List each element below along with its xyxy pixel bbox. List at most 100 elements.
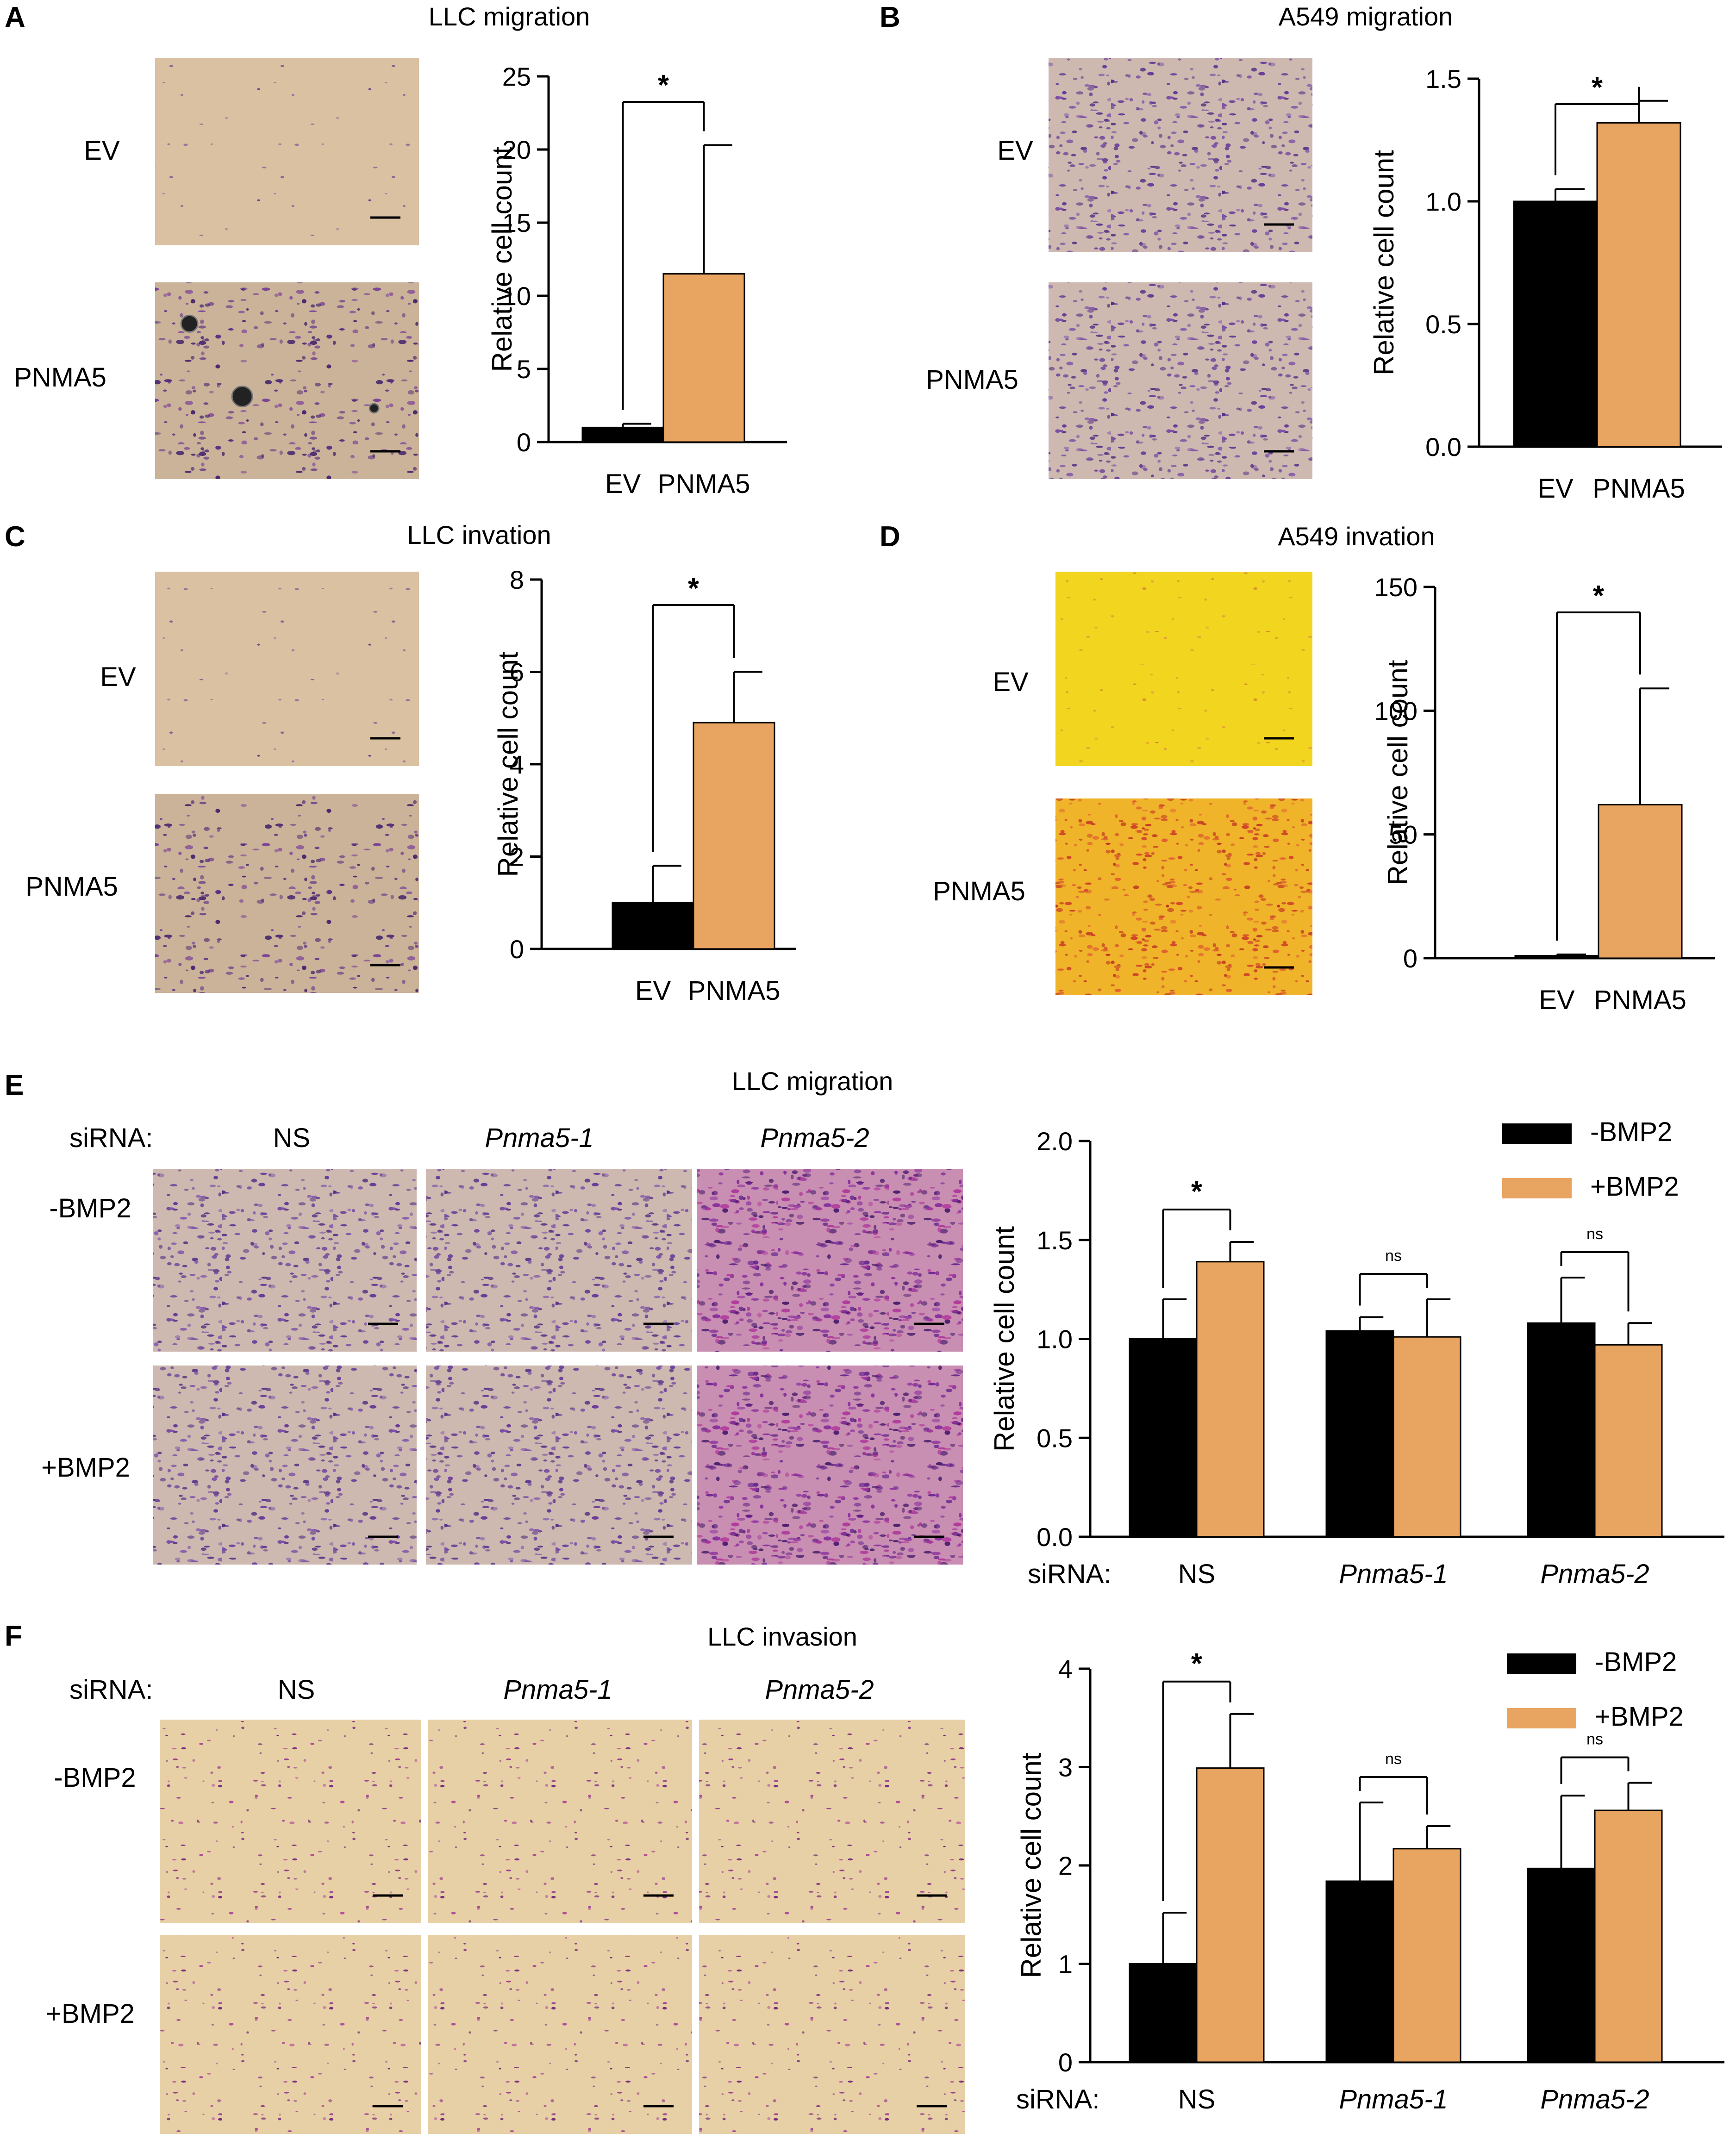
chart-B: 0.0 0.5 1.0 1.5 EV PNMA5 * Relative cell count bbox=[1368, 64, 1722, 504]
chart-E: 0.0 0.5 1.0 1.5 2.0 NS * Pnma5-1 ns Pnma5-2 ns siRN… bbox=[989, 1117, 1724, 1589]
x-tick-label: Pnma5-1 bbox=[1339, 2084, 1448, 2114]
micrograph-field bbox=[155, 572, 419, 766]
bar-plus-bmp2 bbox=[1393, 1848, 1461, 2063]
chart-C: 0 2 4 6 8 EV PNMA5 * Relative cell count bbox=[493, 565, 796, 1006]
y-tick-label: 0 bbox=[1058, 2048, 1073, 2077]
micrograph-f-ns-plus bbox=[160, 1935, 421, 2134]
x-tick-label: Pnma5-2 bbox=[1540, 2084, 1649, 2114]
bar-plus-bmp2 bbox=[1594, 1809, 1663, 2063]
micrograph-field bbox=[697, 1169, 963, 1352]
micrograph-field bbox=[155, 282, 419, 479]
legend-label: -BMP2 bbox=[1595, 1647, 1677, 1677]
y-tick-label: 1.5 bbox=[1425, 64, 1461, 94]
column-label: Pnma5-2 bbox=[760, 1123, 869, 1153]
row-label: PNMA5 bbox=[25, 872, 118, 902]
x-tick-label: PNMA5 bbox=[1592, 474, 1685, 504]
legend-swatch bbox=[1502, 1178, 1572, 1198]
row-label: PNMA5 bbox=[14, 362, 106, 393]
chart-D: 0 50 100 150 EV PNMA5 * Relative cell count bbox=[1374, 573, 1715, 1015]
y-tick-label: 1.0 bbox=[1037, 1325, 1073, 1354]
bar-minus-bmp2 bbox=[1129, 1963, 1198, 2063]
panel-title: LLC invation bbox=[407, 520, 551, 549]
column-label: Pnma5-2 bbox=[765, 1675, 874, 1705]
row-label: +BMP2 bbox=[41, 1453, 130, 1483]
pore-spot bbox=[231, 386, 253, 407]
column-label: NS bbox=[278, 1675, 315, 1705]
bar-plus-bmp2 bbox=[1196, 1261, 1265, 1538]
micrograph-field bbox=[153, 1366, 417, 1565]
x-tick-label: PNMA5 bbox=[688, 976, 781, 1006]
row-label: EV bbox=[100, 662, 136, 692]
y-tick-label: 15 bbox=[502, 208, 531, 237]
significance-star: * bbox=[1191, 1176, 1203, 1208]
bar-pnma5 bbox=[662, 273, 745, 443]
bar-minus-bmp2 bbox=[1129, 1338, 1198, 1538]
panel-title: LLC migration bbox=[429, 2, 590, 31]
y-tick-label: 25 bbox=[502, 62, 531, 91]
bar-minus-bmp2 bbox=[1527, 1867, 1596, 2063]
bar-pnma5 bbox=[693, 722, 775, 950]
y-tick-label: 150 bbox=[1374, 573, 1418, 602]
row-label: EV bbox=[993, 667, 1029, 697]
panel-letter-a: A bbox=[5, 1, 25, 33]
significance-ns: ns bbox=[1385, 1247, 1402, 1265]
y-tick-label: 0.0 bbox=[1425, 432, 1461, 461]
y-tick-label: 0.5 bbox=[1037, 1423, 1073, 1453]
significance-star: * bbox=[658, 69, 669, 101]
y-tick-label: 1.0 bbox=[1425, 187, 1461, 216]
x-tick-label: EV bbox=[1539, 985, 1575, 1015]
bar-minus-bmp2 bbox=[1325, 1330, 1394, 1538]
micrograph-field bbox=[155, 794, 419, 993]
micrograph-field bbox=[426, 1169, 692, 1352]
bar-plus-bmp2 bbox=[1594, 1344, 1663, 1538]
micrograph-b-pnma5 bbox=[1049, 282, 1312, 479]
column-label: NS bbox=[273, 1123, 311, 1153]
y-axis-label: Relative cell count bbox=[1382, 660, 1413, 885]
row-label: +BMP2 bbox=[46, 1999, 135, 2029]
column-label: Pnma5-1 bbox=[503, 1675, 612, 1705]
y-tick-label: 0 bbox=[510, 935, 524, 964]
x-tick-label: EV bbox=[605, 469, 641, 499]
micrograph-field bbox=[153, 1169, 417, 1352]
legend-label: +BMP2 bbox=[1590, 1172, 1679, 1202]
y-tick-label: 2.0 bbox=[1037, 1127, 1073, 1156]
legend-swatch bbox=[1507, 1708, 1576, 1728]
y-tick-label: 1 bbox=[1058, 1950, 1073, 1979]
micrograph-field bbox=[155, 58, 419, 245]
column-label: Pnma5-1 bbox=[485, 1123, 593, 1153]
legend-swatch bbox=[1502, 1123, 1572, 1144]
x-tick-label: Pnma5-2 bbox=[1540, 1559, 1649, 1589]
y-tick-label: 10 bbox=[502, 281, 531, 311]
row-label: EV bbox=[997, 136, 1033, 166]
micrograph-field bbox=[1055, 572, 1312, 766]
row-label: -BMP2 bbox=[54, 1763, 136, 1793]
panel-letter-f: F bbox=[5, 1620, 22, 1652]
x-prefix-label: siRNA: bbox=[1016, 2084, 1099, 2114]
chart-A: 0 5 10 15 20 25 EV PNMA5 * Relative cell count bbox=[487, 62, 787, 499]
row-label: PNMA5 bbox=[926, 365, 1018, 395]
legend-swatch bbox=[1507, 1653, 1576, 1674]
bar-plus-bmp2 bbox=[1393, 1336, 1461, 1538]
y-tick-label: 1.5 bbox=[1037, 1226, 1073, 1255]
y-tick-label: 5 bbox=[517, 355, 531, 384]
micrograph-e-ns-minus bbox=[153, 1169, 417, 1352]
micrograph-d-pnma5 bbox=[1055, 798, 1312, 995]
x-tick-label: PNMA5 bbox=[1594, 985, 1686, 1015]
significance-ns: ns bbox=[1586, 1225, 1603, 1243]
micrograph-f-pnma5-1-plus bbox=[428, 1935, 692, 2134]
legend-label: +BMP2 bbox=[1595, 1702, 1684, 1732]
panel-title: LLC invasion bbox=[707, 1622, 857, 1651]
micrograph-e-pnma5-2-minus bbox=[697, 1169, 963, 1352]
panel-letter-c: C bbox=[5, 521, 25, 553]
y-tick-label: 2 bbox=[510, 842, 524, 872]
micrograph-e-pnma5-2-plus bbox=[697, 1366, 963, 1565]
row-label: EV bbox=[84, 136, 120, 166]
y-tick-label: 0 bbox=[1403, 944, 1418, 973]
y-tick-label: 4 bbox=[1058, 1654, 1073, 1684]
micrograph-field bbox=[1049, 282, 1312, 479]
micrograph-field bbox=[428, 1935, 692, 2134]
y-axis-label: Relative cell count bbox=[487, 146, 518, 372]
micrograph-field bbox=[426, 1366, 692, 1565]
micrograph-f-ns-minus bbox=[160, 1720, 421, 1923]
